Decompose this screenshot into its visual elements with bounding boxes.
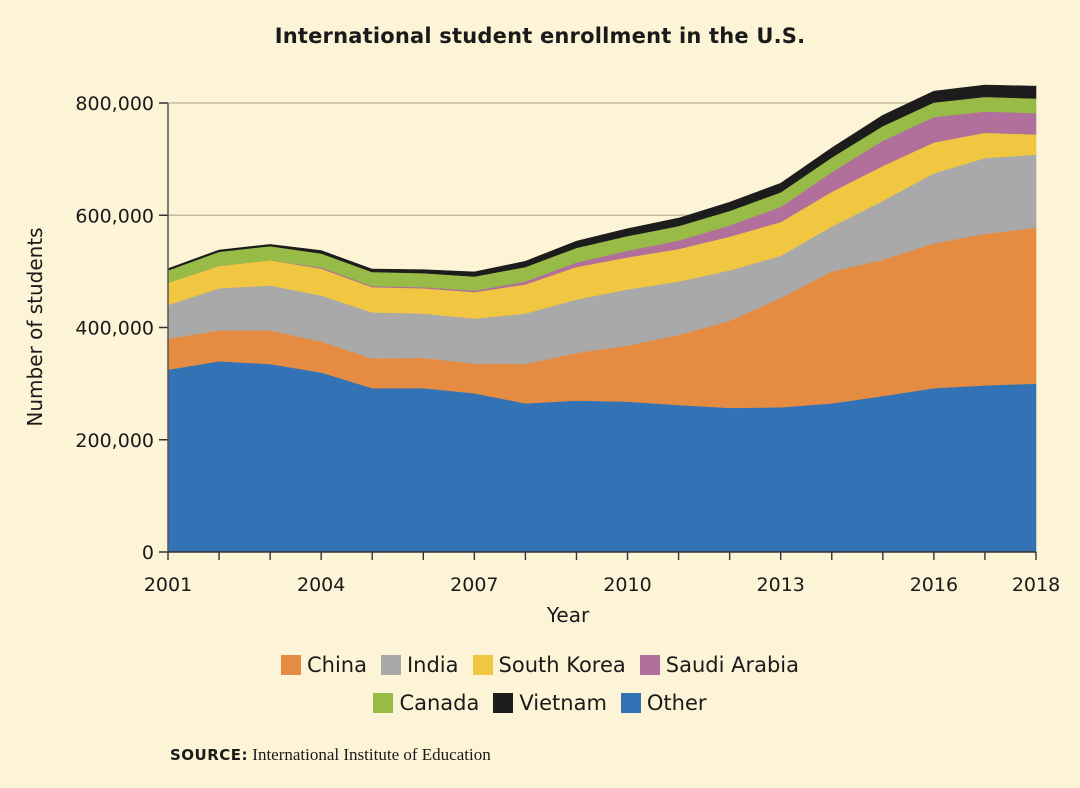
- area-layers: [167, 84, 1037, 553]
- legend: China India South Korea Saudi Arabia Canada V…: [0, 646, 1080, 722]
- legend-label: Saudi Arabia: [665, 653, 800, 677]
- legend-label: India: [406, 653, 459, 677]
- x-tick-label: 2004: [297, 574, 345, 596]
- legend-swatch: [380, 655, 401, 675]
- y-axis-title: Number of students: [23, 227, 47, 426]
- legend-item-china: China: [280, 653, 367, 677]
- legend-label: China: [306, 653, 367, 677]
- legend-item-saudi-arabia: Saudi Arabia: [639, 653, 800, 677]
- y-tick-label: 0: [142, 542, 154, 564]
- legend-swatch: [493, 693, 514, 713]
- legend-row: China India South Korea Saudi Arabia: [0, 646, 1080, 684]
- legend-label: South Korea: [498, 653, 626, 677]
- legend-label: Other: [646, 691, 707, 715]
- y-tick-label: 200,000: [75, 430, 154, 452]
- source-note: SOURCE: International Institute of Educa…: [170, 745, 491, 765]
- area-chart: 0 200,000 400,000 600,000 800,000 2001 2004 200…: [23, 84, 1060, 627]
- x-tick-label: 2007: [450, 574, 498, 596]
- legend-item-india: India: [380, 653, 459, 677]
- x-tick-label: 2013: [757, 574, 805, 596]
- x-tick-label: 2018: [1012, 574, 1060, 596]
- legend-item-other: Other: [620, 691, 707, 715]
- y-tick-label: 800,000: [75, 93, 154, 115]
- legend-item-canada: Canada: [373, 691, 479, 715]
- legend-label: Canada: [399, 691, 480, 715]
- legend-row: Canada Vietnam Other: [0, 684, 1080, 722]
- chart-title: International student enrollment in the …: [274, 24, 806, 48]
- source-text: International Institute of Education: [252, 745, 491, 764]
- y-tick-label: 600,000: [75, 205, 154, 227]
- source-label: SOURCE:: [170, 746, 249, 764]
- axes: 0 200,000 400,000 600,000 800,000 2001 2004 200…: [75, 93, 1060, 596]
- legend-swatch: [620, 693, 641, 713]
- area-vietnam: [167, 84, 1037, 277]
- x-tick-label: 2010: [603, 574, 651, 596]
- y-tick-label: 400,000: [75, 318, 154, 340]
- legend-swatch: [472, 655, 493, 675]
- x-axis-title: Year: [546, 603, 590, 627]
- legend-item-south-korea: South Korea: [472, 653, 626, 677]
- legend-swatch: [639, 655, 660, 675]
- legend-label: Vietnam: [519, 691, 607, 715]
- legend-swatch: [373, 693, 394, 713]
- legend-swatch: [280, 655, 301, 675]
- x-tick-label: 2016: [910, 574, 958, 596]
- legend-item-vietnam: Vietnam: [493, 691, 607, 715]
- x-tick-label: 2001: [144, 574, 192, 596]
